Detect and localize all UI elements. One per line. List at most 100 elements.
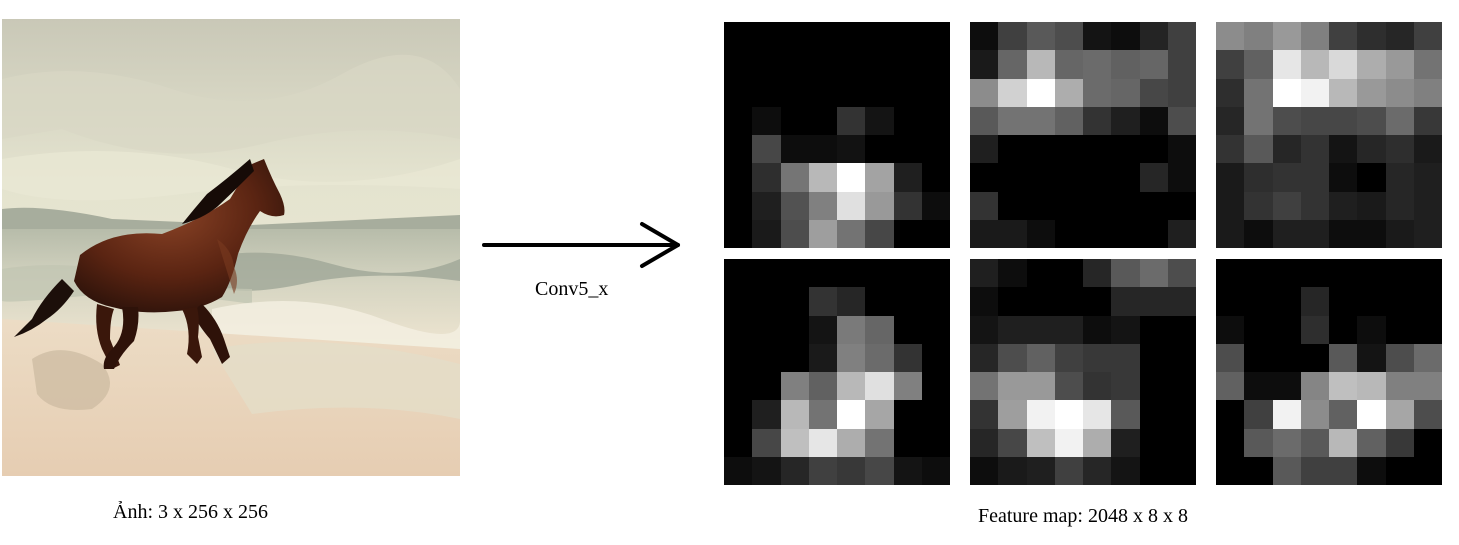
- feature-map-cell: [1111, 400, 1140, 429]
- feature-map-cell: [1329, 456, 1358, 485]
- feature-map-cell: [1083, 78, 1112, 107]
- feature-map-cell: [1026, 428, 1055, 457]
- feature-map-cell: [1385, 135, 1414, 164]
- feature-map-cell: [998, 135, 1027, 164]
- feature-map-cell: [1054, 191, 1083, 220]
- feature-map-cell: [1329, 400, 1358, 429]
- feature-map-cell: [1244, 78, 1273, 107]
- feature-map-cell: [1357, 259, 1386, 288]
- feature-map-cell: [808, 287, 837, 316]
- feature-map-cell: [1272, 78, 1301, 107]
- feature-map-cell: [1385, 219, 1414, 248]
- feature-map-cell: [865, 163, 894, 192]
- feature-map-cell: [1139, 22, 1168, 51]
- feature-map-cell: [1054, 259, 1083, 288]
- feature-map-cell: [1111, 22, 1140, 51]
- feature-map-cell: [1054, 22, 1083, 51]
- feature-map-cell: [752, 219, 781, 248]
- feature-map-cell: [1413, 135, 1442, 164]
- feature-map-cell: [752, 163, 781, 192]
- feature-map-cell: [724, 22, 753, 51]
- feature-map-cell: [1083, 428, 1112, 457]
- feature-map-cell: [921, 287, 950, 316]
- feature-map-cell: [1413, 428, 1442, 457]
- feature-map-cell: [1026, 343, 1055, 372]
- feature-map-5: [970, 259, 1196, 485]
- feature-map-cell: [1413, 50, 1442, 79]
- feature-map-cell: [865, 456, 894, 485]
- feature-map-cell: [1111, 428, 1140, 457]
- feature-map-cell: [1413, 106, 1442, 135]
- feature-map-cell: [1244, 287, 1273, 316]
- feature-map-cell: [1244, 163, 1273, 192]
- feature-map-cell: [1054, 315, 1083, 344]
- feature-map-cell: [921, 400, 950, 429]
- feature-map-cell: [1357, 372, 1386, 401]
- feature-map-cell: [970, 456, 999, 485]
- feature-map-cell: [1413, 343, 1442, 372]
- feature-map-cell: [1026, 50, 1055, 79]
- feature-map-cell: [1139, 78, 1168, 107]
- feature-map-cell: [893, 219, 922, 248]
- feature-map-cell: [970, 50, 999, 79]
- input-image-horse-beach: [2, 19, 460, 476]
- feature-map-cell: [970, 400, 999, 429]
- feature-map-cell: [1026, 78, 1055, 107]
- feature-map-cell: [1167, 50, 1196, 79]
- feature-map-cell: [724, 400, 753, 429]
- feature-map-cell: [1385, 287, 1414, 316]
- feature-map-cell: [1413, 315, 1442, 344]
- feature-map-cell: [780, 428, 809, 457]
- feature-map-cell: [1272, 400, 1301, 429]
- feature-map-cell: [752, 372, 781, 401]
- feature-map-cell: [1216, 428, 1245, 457]
- feature-map-cell: [837, 456, 866, 485]
- feature-map-cell: [752, 191, 781, 220]
- feature-map-cell: [1385, 372, 1414, 401]
- feature-map-cell: [893, 315, 922, 344]
- feature-map-cell: [1167, 372, 1196, 401]
- feature-map-cell: [893, 163, 922, 192]
- feature-map-cell: [1357, 315, 1386, 344]
- feature-map-cell: [1026, 287, 1055, 316]
- feature-map-cell: [1083, 163, 1112, 192]
- feature-map-cell: [893, 456, 922, 485]
- feature-map-cell: [1111, 78, 1140, 107]
- feature-map-cell: [1300, 50, 1329, 79]
- feature-map-cell: [1413, 287, 1442, 316]
- feature-map-cell: [1385, 163, 1414, 192]
- feature-map-cell: [752, 428, 781, 457]
- feature-map-cell: [1357, 50, 1386, 79]
- feature-map-cell: [1167, 287, 1196, 316]
- feature-map-cell: [1167, 78, 1196, 107]
- feature-map-cell: [752, 50, 781, 79]
- feature-map-cell: [893, 372, 922, 401]
- feature-map-cell: [1272, 191, 1301, 220]
- feature-map-cell: [780, 287, 809, 316]
- feature-map-cell: [921, 78, 950, 107]
- feature-map-cell: [1111, 259, 1140, 288]
- feature-map-cell: [865, 287, 894, 316]
- feature-map-1: [724, 22, 950, 248]
- input-image-caption: Ảnh: 3 x 256 x 256: [113, 501, 268, 523]
- feature-map-cell: [1272, 372, 1301, 401]
- feature-map-cell: [1272, 135, 1301, 164]
- feature-map-cell: [1083, 372, 1112, 401]
- feature-map-cell: [837, 343, 866, 372]
- feature-map-cell: [970, 219, 999, 248]
- feature-map-2: [970, 22, 1196, 248]
- feature-map-4: [724, 259, 950, 485]
- feature-map-cell: [752, 287, 781, 316]
- feature-map-cell: [837, 400, 866, 429]
- feature-map-cell: [998, 22, 1027, 51]
- feature-map-cell: [1329, 135, 1358, 164]
- feature-map-cell: [724, 372, 753, 401]
- feature-map-cell: [970, 163, 999, 192]
- feature-map-cell: [1139, 163, 1168, 192]
- feature-map-cell: [998, 287, 1027, 316]
- feature-map-cell: [1244, 135, 1273, 164]
- feature-map-cell: [1167, 191, 1196, 220]
- feature-map-cell: [724, 428, 753, 457]
- feature-map-cell: [998, 106, 1027, 135]
- feature-map-cell: [808, 343, 837, 372]
